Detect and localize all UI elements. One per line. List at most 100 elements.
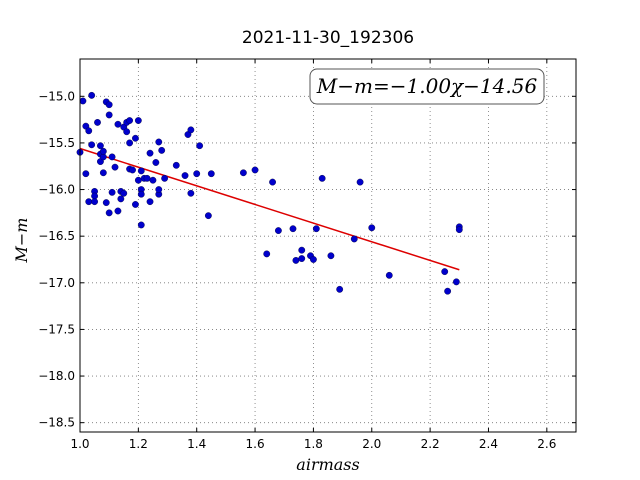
y-tick-label: −15.0: [38, 89, 75, 103]
data-point: [79, 97, 87, 105]
x-tick-label: 2.4: [479, 437, 498, 451]
y-tick-label: −18.0: [38, 369, 75, 383]
data-point: [444, 287, 452, 295]
data-point: [155, 138, 163, 146]
data-point: [204, 212, 212, 220]
data-point: [336, 285, 344, 293]
data-point: [94, 119, 101, 126]
data-point: [239, 169, 247, 177]
data-point: [99, 147, 107, 155]
data-point: [274, 227, 282, 234]
x-tick-label: 1.0: [70, 437, 89, 451]
x-tick-label: 2.2: [421, 437, 440, 451]
x-tick-labels: 1.0 1.2 1.4 1.6 1.8 2.0 2.2 2.4 2.6: [70, 437, 556, 451]
data-point: [120, 189, 128, 197]
data-point: [88, 91, 96, 99]
data-point: [356, 178, 364, 186]
fit-equation-box: M−m=−1.00χ−14.56: [309, 68, 545, 105]
data-point: [146, 198, 154, 206]
data-point: [91, 198, 98, 206]
data-point: [327, 252, 335, 260]
y-tick-label: −18.5: [38, 416, 75, 430]
data-point: [455, 226, 463, 234]
data-point: [152, 159, 160, 166]
data-point: [97, 142, 104, 150]
data-point: [129, 166, 136, 174]
data-point: [108, 188, 116, 196]
data-point: [82, 170, 90, 178]
data-point: [158, 146, 166, 154]
data-point: [105, 209, 113, 217]
data-point: [126, 139, 134, 147]
data-point: [310, 256, 317, 263]
data-point: [441, 268, 449, 276]
data-point: [385, 271, 393, 279]
data-point: [298, 246, 306, 254]
data-point: [99, 169, 107, 177]
data-point: [251, 166, 259, 174]
data-point: [312, 225, 320, 233]
x-tick-label: 1.8: [304, 437, 323, 451]
data-point: [108, 153, 116, 161]
data-point: [137, 221, 145, 229]
data-point: [193, 170, 201, 178]
y-tick-label: −16.5: [38, 229, 75, 243]
y-tick-label: −16.0: [38, 183, 75, 197]
y-tick-label: −17.5: [38, 322, 75, 336]
data-point: [105, 101, 113, 109]
data-point: [181, 172, 189, 179]
data-point: [88, 141, 96, 149]
data-point: [111, 163, 119, 171]
data-point: [292, 257, 300, 264]
data-point: [137, 167, 145, 175]
data-point: [269, 178, 276, 186]
data-point: [85, 198, 93, 206]
data-points: [76, 91, 463, 295]
data-point: [263, 250, 271, 258]
x-tick-label: 1.6: [246, 437, 265, 451]
data-point: [155, 186, 163, 193]
data-point: [134, 117, 142, 124]
data-point: [114, 120, 122, 128]
axis-ticks: [79, 59, 576, 432]
data-point: [207, 170, 215, 178]
data-point: [452, 278, 460, 286]
data-point: [149, 176, 157, 184]
data-point: [137, 190, 145, 198]
chart-title: 2021-11-30_192306: [242, 28, 414, 48]
data-point: [318, 174, 326, 182]
data-point: [298, 255, 306, 262]
data-point: [123, 128, 131, 136]
plot-area-frame: [79, 58, 577, 433]
data-point: [134, 176, 142, 184]
data-point: [85, 127, 93, 135]
data-point: [132, 201, 139, 208]
data-point: [350, 235, 358, 243]
data-point: [146, 149, 154, 157]
data-point: [196, 142, 204, 150]
data-point: [114, 207, 122, 215]
x-axis-label: airmass: [296, 455, 359, 474]
data-point: [102, 199, 110, 207]
data-point: [187, 189, 195, 197]
data-point: [161, 174, 169, 182]
x-tick-label: 2.6: [537, 437, 556, 451]
data-point: [105, 111, 113, 119]
y-tick-label: −17.0: [38, 276, 75, 290]
data-point: [143, 174, 151, 182]
y-tick-label: −15.5: [38, 136, 75, 150]
data-point: [187, 126, 195, 134]
data-point: [126, 117, 134, 124]
data-point: [368, 224, 376, 232]
data-point: [172, 161, 180, 169]
x-tick-label: 1.4: [187, 437, 206, 451]
x-tick-label: 2.0: [362, 437, 381, 451]
x-tick-label: 1.2: [129, 437, 148, 451]
data-point: [132, 134, 139, 142]
data-point: [117, 195, 125, 203]
fit-equation-text: M−m=−1.00χ−14.56: [316, 74, 538, 98]
y-tick-labels: −15.0 −15.5 −16.0 −16.5 −17.0 −17.5 −18.0 −18.5: [38, 89, 75, 429]
y-axis-label: M−m: [12, 218, 31, 264]
data-point: [289, 225, 297, 233]
